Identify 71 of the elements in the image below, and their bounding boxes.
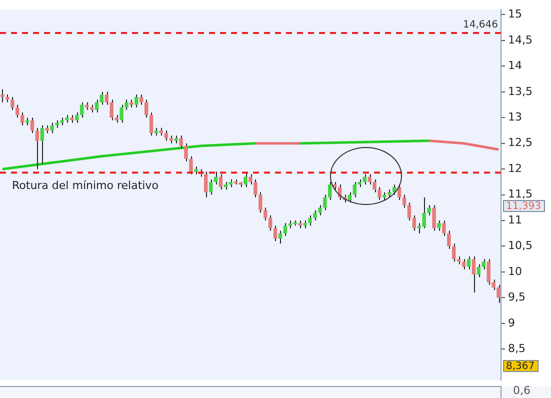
text: 11,393: [506, 201, 541, 212]
candlestick: [273, 225, 278, 242]
y-tick-label: 11,5: [508, 188, 532, 201]
candlestick: [75, 112, 79, 124]
candlestick: [318, 204, 322, 216]
candlestick: [144, 99, 148, 118]
candlestick: [264, 207, 268, 222]
y-tick-label: 11: [508, 213, 522, 226]
candlestick: [35, 127, 40, 170]
text: 8,367: [506, 361, 535, 372]
candlestick: [328, 181, 332, 200]
candlestick: [283, 222, 288, 236]
candlestick: [179, 135, 183, 149]
candlestick: [80, 102, 84, 118]
y-tick-label: 14: [508, 59, 522, 72]
candlestick: [214, 171, 218, 186]
candlestick: [323, 194, 327, 211]
candlestick: [278, 230, 282, 244]
y-tick-label: 13: [508, 110, 522, 124]
candlestick: [20, 112, 24, 126]
candlestick: [402, 194, 406, 208]
candlestick: [432, 204, 436, 232]
ref-line-label: 14,646: [463, 20, 498, 31]
y-tick-label: 12,5: [508, 136, 532, 150]
candlestick: [0, 88, 4, 103]
candlestick: [313, 210, 317, 222]
candlestick: [218, 174, 223, 190]
candlestick: [482, 258, 486, 270]
candlestick: [16, 104, 20, 118]
candlestick: [462, 258, 466, 270]
candlestick: [100, 91, 104, 106]
candlestick: [452, 243, 456, 262]
candlestick: [189, 156, 193, 175]
annotation: Rotura del mínimo relativo: [12, 178, 159, 192]
candlestick: [352, 181, 357, 198]
y-tick-label: 9: [508, 316, 515, 330]
candlestick: [134, 94, 138, 108]
y-tick-label: 10,5: [508, 239, 532, 252]
candlestick: [10, 96, 14, 110]
candlestick: [30, 117, 34, 134]
candlestick: [472, 256, 476, 294]
candlestick: [40, 124, 44, 164]
candlestick: [149, 112, 154, 136]
candlestick: [268, 214, 272, 232]
candlestick: [94, 99, 99, 113]
candlestick: [50, 122, 54, 134]
candlestick: [208, 178, 213, 196]
text: 0,6: [513, 384, 530, 397]
candlestick: [204, 171, 208, 198]
y-tick-label: 12: [508, 162, 522, 175]
y-tick-label: 15: [508, 8, 522, 21]
y-tick-label: 14,5: [508, 33, 532, 46]
candlestick: [362, 174, 366, 186]
candlestick: [447, 230, 451, 250]
candlestick: [437, 220, 441, 232]
y-tick-label: 10: [508, 264, 522, 278]
y-tick-label: 13,5: [508, 84, 532, 98]
candlestick: [466, 256, 471, 270]
candlestick: [308, 214, 312, 226]
candlestick: [442, 220, 446, 236]
y-tick-label: 8,5: [508, 342, 526, 355]
y-tick-label: 9,5: [508, 290, 526, 304]
candlestick: [140, 94, 144, 106]
candlestick: [412, 214, 416, 232]
candlestick: [184, 142, 188, 162]
candlestick: [476, 264, 481, 278]
candlestick: [258, 192, 262, 214]
candlestick: [407, 202, 412, 222]
candlestick: [164, 130, 168, 142]
candlestick: [244, 171, 248, 188]
candlestick: [427, 204, 431, 216]
